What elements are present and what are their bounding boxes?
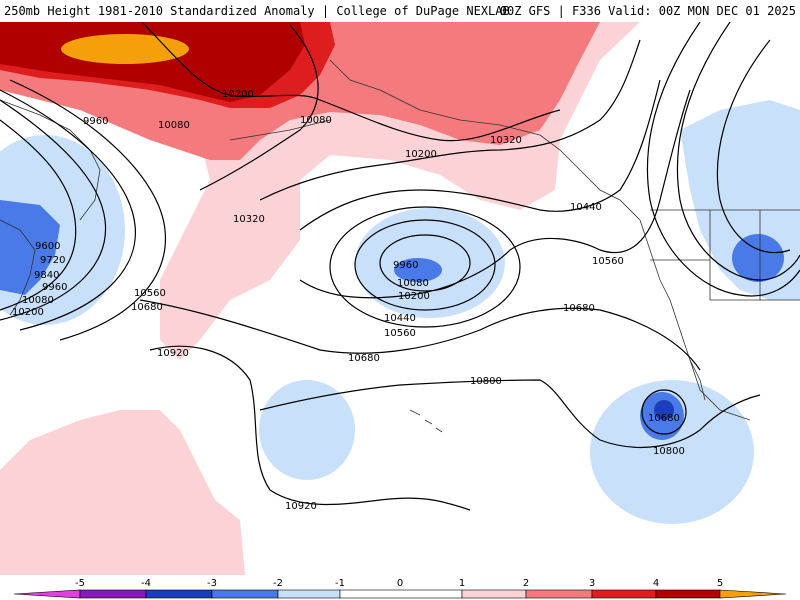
contour-label: 10320 xyxy=(490,135,522,146)
contour-label: 10920 xyxy=(157,348,189,359)
contour-label: 10080 xyxy=(22,295,54,306)
negative-anomaly-shading xyxy=(0,100,800,524)
colorbar-swatch-pos1 xyxy=(461,589,527,599)
contour-east-trough-b xyxy=(676,22,800,281)
alaska-coast xyxy=(329,59,641,221)
anomaly-neg1-hawaii xyxy=(259,380,355,480)
aleutian-chain xyxy=(229,119,331,141)
colorbar-swatch-neg4 xyxy=(79,589,147,599)
colorbar-swatch-pos4 xyxy=(655,589,721,599)
contour-10560-central xyxy=(299,89,691,299)
anomaly-neg2-northeast xyxy=(732,234,784,282)
contour-label: 10200 xyxy=(405,149,437,160)
height-contours xyxy=(0,22,800,511)
contour-10920-south xyxy=(149,345,471,511)
contour-label: 9720 xyxy=(40,255,65,266)
contour-label: 10800 xyxy=(653,446,685,457)
contour-10680 xyxy=(139,299,701,371)
contour-west-trough-d xyxy=(9,79,166,341)
colorbar-swatch-pos2 xyxy=(525,589,593,599)
positive-anomaly-shading xyxy=(0,22,640,575)
anomaly-map: 10200 9960 10080 10080 10200 10320 10320… xyxy=(0,22,800,575)
contour-label: 9960 xyxy=(42,282,67,293)
contour-10440 xyxy=(299,79,661,231)
contour-label: 10320 xyxy=(233,214,265,225)
colorbar-swatch-neg1 xyxy=(277,589,341,599)
contour-label: 10560 xyxy=(592,256,624,267)
contour-label: 10560 xyxy=(134,288,166,299)
contour-10080-north xyxy=(199,24,319,191)
contour-label: 10680 xyxy=(563,303,595,314)
map-header: 250mb Height 1981-2010 Standardized Anom… xyxy=(0,0,800,22)
anomaly-neg2-central-low xyxy=(394,258,442,282)
contour-label: 10200 xyxy=(398,291,430,302)
contour-label: 10680 xyxy=(648,413,680,424)
anomaly-neg1-east-pacific xyxy=(590,380,754,524)
contour-west-trough-c xyxy=(0,89,136,331)
contour-10320 xyxy=(259,39,641,201)
colorbar-swatch-pos5 xyxy=(719,589,787,599)
colorbar-swatch-neg3 xyxy=(145,589,213,599)
contour-west-trough-a xyxy=(0,119,77,311)
contour-10200-low xyxy=(329,206,521,328)
contour-label: 9840 xyxy=(34,270,59,281)
contour-labels: 10200 9960 10080 10080 10200 10320 10320… xyxy=(12,89,685,512)
contour-9960-low xyxy=(379,234,471,292)
contour-10680-east-low xyxy=(641,389,687,435)
contour-label: 10680 xyxy=(348,353,380,364)
contour-label: 10200 xyxy=(222,89,254,100)
contour-label: 10440 xyxy=(384,313,416,324)
colorbar-label: 4 xyxy=(653,578,659,589)
anomaly-pos5-max xyxy=(61,34,189,64)
colorbar-label: -1 xyxy=(335,578,345,589)
contour-east-trough-c xyxy=(716,39,791,254)
contour-label: 10080 xyxy=(300,115,332,126)
colorbar-labels: -5 -4 -3 -2 -1 0 1 2 3 4 5 xyxy=(75,578,723,589)
colorbar-label: -2 xyxy=(273,578,283,589)
contour-label: 9960 xyxy=(393,260,418,271)
contour-label: 10200 xyxy=(12,307,44,318)
colorbar-swatch-zero xyxy=(339,589,463,599)
anomaly-pos1-southwest xyxy=(0,410,245,575)
colorbar-label: -5 xyxy=(75,578,85,589)
contour-10800 xyxy=(259,379,761,449)
contour-label: 9960 xyxy=(83,116,108,127)
hawaii-islands xyxy=(409,409,443,433)
model-run-info: 00Z GFS | F336 Valid: 00Z MON DEC 01 202… xyxy=(499,4,796,18)
anomaly-colorbar: -5 -4 -3 -2 -1 0 1 2 3 4 5 xyxy=(0,575,800,600)
contour-label: 10680 xyxy=(131,302,163,313)
colorbar-label: 5 xyxy=(717,578,723,589)
colorbar-swatches xyxy=(13,589,787,599)
contour-label: 10800 xyxy=(470,376,502,387)
colorbar-label: 3 xyxy=(589,578,595,589)
contour-west-trough-b xyxy=(0,99,107,321)
colorbar-label: -4 xyxy=(141,578,151,589)
contour-east-trough-a xyxy=(646,22,800,297)
contour-label: 10560 xyxy=(384,328,416,339)
colorbar-label: 2 xyxy=(523,578,529,589)
contour-label: 10080 xyxy=(397,278,429,289)
baja-coast xyxy=(689,359,706,401)
colorbar-label: -3 xyxy=(207,578,217,589)
colorbar-label: 1 xyxy=(459,578,465,589)
anomaly-neg2-west xyxy=(0,200,60,295)
contour-label: 9600 xyxy=(35,241,60,252)
contour-10200 xyxy=(141,22,561,142)
contour-10080-low xyxy=(354,219,496,311)
colorbar-label: 0 xyxy=(397,578,403,589)
map-title: 250mb Height 1981-2010 Standardized Anom… xyxy=(4,4,510,18)
contour-label: 10440 xyxy=(570,202,602,213)
colorbar-swatch-pos3 xyxy=(591,589,657,599)
anomaly-neg3-east-pacific xyxy=(654,400,674,420)
contour-label: 10920 xyxy=(285,501,317,512)
contour-label: 10080 xyxy=(158,120,190,131)
colorbar-swatch-neg2 xyxy=(211,589,279,599)
